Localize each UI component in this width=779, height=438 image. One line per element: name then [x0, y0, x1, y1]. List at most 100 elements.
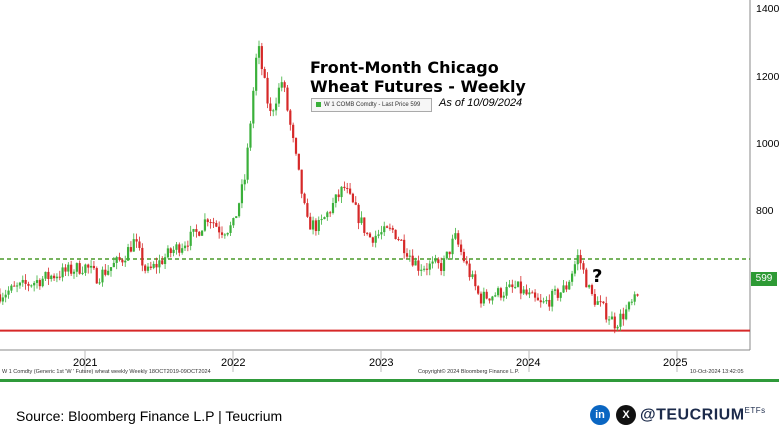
candle-body	[303, 193, 306, 204]
candle-body	[551, 290, 554, 307]
candle-body	[374, 235, 377, 243]
candle-body	[405, 253, 409, 257]
candle-body	[260, 46, 263, 70]
candle-body	[255, 57, 258, 91]
candle-body	[573, 264, 577, 274]
candle-body	[115, 257, 118, 263]
teucrium-handle[interactable]: @TEUCRIUMETFs	[640, 406, 766, 424]
candle-body	[417, 260, 420, 271]
candle-body	[135, 239, 138, 242]
candle-body	[64, 267, 67, 272]
as-of-date: As of 10/09/2024	[439, 97, 523, 109]
candle-body	[357, 204, 360, 224]
candle-body	[240, 184, 244, 204]
candle-body	[152, 263, 155, 268]
candle-body	[343, 186, 346, 189]
candle-body	[104, 269, 107, 275]
candle-body	[67, 264, 70, 272]
candle-body	[89, 265, 93, 268]
candle-body	[459, 244, 463, 252]
candle-body	[229, 225, 232, 233]
candle-body	[186, 245, 189, 247]
candle-body	[203, 219, 207, 231]
candle-body	[536, 297, 540, 301]
candle-body	[181, 248, 184, 253]
candle-body	[570, 273, 574, 282]
candle-body	[511, 284, 514, 288]
candle-body	[107, 270, 110, 275]
candle-body	[334, 194, 337, 203]
candle-body	[24, 279, 27, 284]
divider-bar	[0, 379, 779, 382]
candle-body	[280, 82, 283, 88]
x-tick-label: 2023	[369, 357, 394, 369]
candle-body	[246, 147, 249, 180]
candle-body	[630, 301, 633, 303]
source-text: Source: Bloomberg Finance L.P | Teucrium	[16, 408, 283, 424]
candle-body	[277, 87, 281, 104]
candle-body	[215, 223, 218, 227]
candle-body	[622, 313, 625, 320]
candle-body	[289, 110, 292, 125]
candle-body	[50, 275, 53, 280]
candle-body	[121, 259, 124, 263]
candle-body	[516, 281, 520, 287]
candle-body	[539, 300, 542, 303]
candle-body	[488, 298, 491, 301]
candle-body	[311, 220, 315, 230]
chart-title: Front-Month Chicago Wheat Futures - Week…	[310, 58, 526, 96]
candle-body	[613, 316, 616, 329]
candle-body	[220, 232, 224, 235]
chart-title-line-1: Front-Month Chicago	[310, 58, 499, 77]
y-tick-label: 1000	[756, 138, 779, 150]
candle-body	[383, 226, 386, 233]
y-tick-label: 1200	[756, 71, 779, 83]
candle-body	[18, 282, 22, 286]
candle-body	[457, 233, 460, 245]
candle-body	[78, 263, 81, 274]
candle-body	[442, 258, 446, 271]
candle-body	[141, 247, 144, 266]
candle-body	[149, 266, 152, 268]
candle-body	[58, 276, 61, 278]
candle-body	[454, 233, 457, 239]
candle-body	[619, 313, 622, 327]
candle-body	[132, 239, 135, 252]
candle-body	[183, 245, 187, 249]
candle-body	[474, 274, 477, 287]
candle-body	[377, 234, 380, 236]
candle-body	[266, 77, 269, 104]
candle-body	[533, 292, 537, 298]
candle-body	[15, 285, 19, 287]
candle-body	[218, 226, 221, 233]
candle-body	[368, 233, 372, 238]
candle-body	[633, 294, 636, 302]
legend: W 1 COMB Comdty - Last Price 599	[311, 98, 432, 112]
candle-body	[172, 249, 175, 254]
candle-body	[340, 186, 343, 198]
candle-body	[505, 286, 508, 296]
x-tick-label: 2025	[663, 357, 688, 369]
candle-body	[52, 275, 56, 279]
bloomberg-footer-right: 10-Oct-2024 13:42:05	[690, 369, 744, 375]
candle-body	[400, 239, 403, 241]
candle-body	[482, 291, 485, 304]
candle-body	[437, 259, 440, 264]
candle-body	[403, 239, 406, 254]
legend-swatch-icon	[316, 101, 321, 107]
candle-body	[178, 244, 181, 253]
handle-suffix: ETFs	[744, 406, 766, 415]
candle-body	[146, 266, 150, 271]
candle-body	[380, 232, 383, 235]
candle-body	[471, 274, 474, 278]
candle-body	[300, 169, 303, 194]
candle-body	[144, 265, 147, 271]
candle-body	[585, 269, 588, 288]
candle-body	[494, 295, 497, 297]
candle-body	[272, 110, 275, 112]
candle-body	[366, 232, 369, 234]
linkedin-icon[interactable]: in	[590, 405, 610, 425]
x-icon[interactable]: X	[616, 405, 636, 425]
candle-body	[163, 257, 167, 265]
candle-body	[545, 299, 548, 302]
